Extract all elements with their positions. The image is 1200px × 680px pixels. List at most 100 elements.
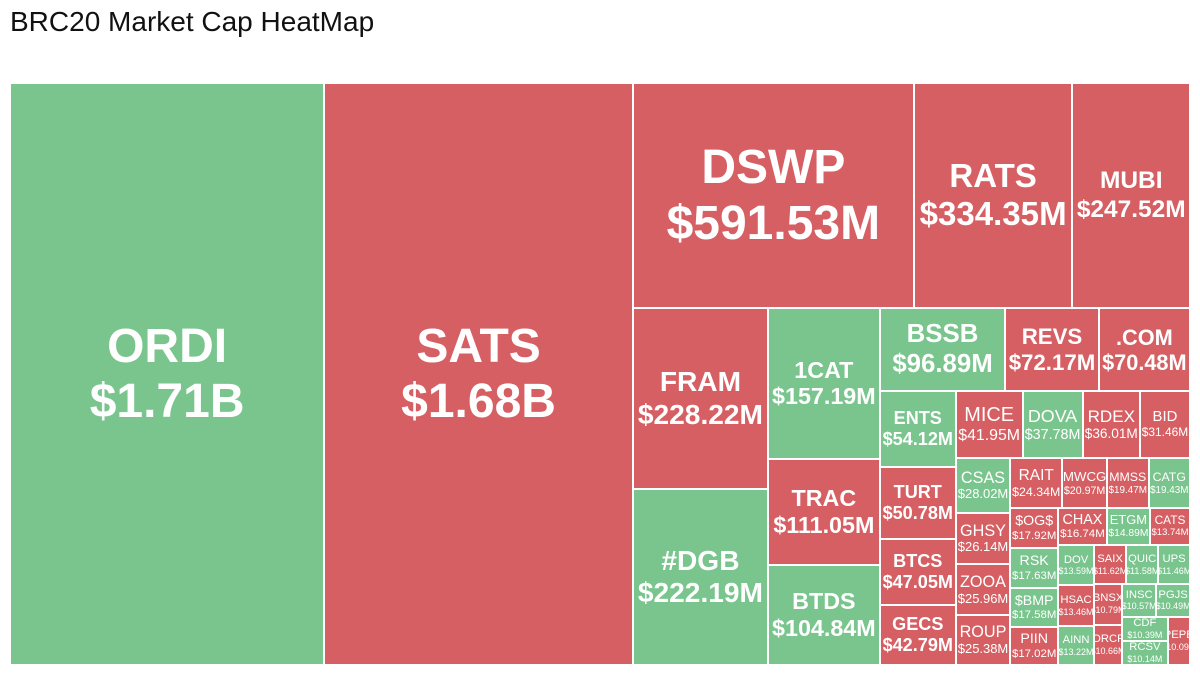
tile-value: $54.12M xyxy=(882,428,953,449)
tile-value: $14.89M xyxy=(1108,528,1149,540)
tile-name: RSK xyxy=(1019,553,1049,570)
tile-name: ENTS xyxy=(893,408,942,429)
tile-name: CDF xyxy=(1133,617,1157,630)
tile: BTCS $47.05M xyxy=(879,538,956,605)
tile: ORDI $1.71B xyxy=(10,83,325,665)
tile: PEPE$10.09M xyxy=(1167,616,1190,665)
tile-value: $157.19M xyxy=(772,383,876,410)
tile-value: $13.59M xyxy=(1058,566,1094,577)
tile-value: $17.58M xyxy=(1012,608,1057,621)
tile: FRAM $228.22M xyxy=(632,308,768,489)
tile: CHAX $16.74M xyxy=(1058,508,1107,545)
tile-name: PEPE xyxy=(1169,629,1189,642)
tile-name: SAIX xyxy=(1097,552,1123,565)
tile-name: BID xyxy=(1152,409,1178,426)
tile-value: $11.58M xyxy=(1126,565,1159,576)
tile: BTDS $104.84M xyxy=(767,564,880,665)
tile-name: UPS xyxy=(1162,552,1186,565)
tile: RDEX $36.01M xyxy=(1082,390,1140,459)
tile: 1CAT $157.19M xyxy=(767,308,880,459)
tile: PIIN $17.02M xyxy=(1010,626,1059,665)
tile: SATS $1.68B xyxy=(324,83,633,665)
tile-value: $10.09M xyxy=(1169,642,1189,653)
tile-value: $31.46M xyxy=(1141,425,1189,440)
tile: MUBI $247.52M xyxy=(1072,83,1190,309)
tile-name: GHSY xyxy=(960,521,1006,540)
tile-name: MMSS xyxy=(1109,470,1147,485)
tile-value: $334.35M xyxy=(919,195,1067,233)
tile-name: ORCF xyxy=(1095,633,1121,646)
tile-name: RDEX xyxy=(1087,406,1135,426)
tile-value: $13.74M xyxy=(1151,526,1189,538)
tile-name: PGJS xyxy=(1158,588,1188,601)
tile-value: $24.34M xyxy=(1012,484,1061,499)
tile-value: $13.22M xyxy=(1058,646,1094,657)
tile: ORCF$10.66M xyxy=(1093,624,1123,665)
tile: RCSV $10.14M xyxy=(1122,641,1168,665)
tile-name: GECS xyxy=(892,614,944,635)
tile-value: $591.53M xyxy=(666,196,881,250)
tile-value: $11.46M xyxy=(1158,565,1190,576)
tile: RSK $17.63M xyxy=(1010,548,1059,588)
tile: TRAC $111.05M xyxy=(767,458,880,565)
tile-name: BTDS xyxy=(792,588,856,615)
tile-value: $47.05M xyxy=(882,571,953,592)
tile: DOVA $37.78M xyxy=(1022,390,1083,459)
tile: $OG$ $17.92M xyxy=(1010,508,1059,549)
tile: #DGB $222.19M xyxy=(632,489,768,665)
tile-name: DOV xyxy=(1063,553,1089,566)
tile: CATS $13.74M xyxy=(1150,508,1190,545)
tile: ENTS $54.12M xyxy=(879,390,956,468)
tile-value: $96.89M xyxy=(892,349,993,378)
tile-name: ZOOA xyxy=(960,572,1006,591)
tile: CATG $19.43M xyxy=(1148,458,1190,509)
tile: PGJS $10.49M xyxy=(1156,583,1190,617)
tile-value: $1.71B xyxy=(89,375,245,428)
tile-name: BNSX xyxy=(1093,592,1123,605)
tile: BID $31.46M xyxy=(1139,390,1190,459)
tile: MICE $41.95M xyxy=(955,390,1023,459)
tile-name: MWCG xyxy=(1062,469,1107,485)
tile-name: HSAC xyxy=(1060,593,1092,606)
tile-value: $37.78M xyxy=(1024,426,1081,443)
tile-value: $111.05M xyxy=(773,511,875,538)
tile-value: $41.95M xyxy=(958,426,1021,444)
tile-value: $10.49M xyxy=(1156,601,1190,612)
tile-name: #DGB xyxy=(661,544,740,576)
tile-name: 1CAT xyxy=(794,356,854,383)
tile-value: $13.46M xyxy=(1058,606,1094,617)
tile: HSAC $13.46M xyxy=(1058,585,1094,626)
tile: GHSY $26.14M xyxy=(955,513,1011,565)
tile-name: RCSV xyxy=(1129,641,1161,654)
tile-name: $BMP xyxy=(1014,592,1054,609)
tile: REVS $72.17M xyxy=(1005,308,1099,391)
chart-title: BRC20 Market Cap HeatMap xyxy=(10,6,375,37)
treemap: ORDI $1.71B SATS $1.68B DSWP $591.53M RATS $334… xyxy=(10,83,1190,665)
tile-value: $10.79M xyxy=(1095,605,1121,616)
tile-name: TURT xyxy=(893,481,942,502)
tile: TURT $50.78M xyxy=(879,467,956,539)
tile-value: $19.43M xyxy=(1150,484,1189,496)
tile: MWCG $20.97M xyxy=(1062,458,1107,509)
tile: RAIT $24.34M xyxy=(1010,458,1063,509)
tile-value: $70.48M xyxy=(1102,349,1187,375)
tile-value: $17.92M xyxy=(1012,529,1057,542)
tile-name: ETGM xyxy=(1109,512,1147,528)
tile-name: QUIC xyxy=(1128,552,1157,565)
tile-name: $OG$ xyxy=(1015,513,1054,530)
tile: BSSB $96.89M xyxy=(879,308,1006,391)
tile-name: FRAM xyxy=(659,366,742,398)
tile-name: CHAX xyxy=(1062,511,1103,528)
tile-value: $19.47M xyxy=(1108,484,1147,496)
tile-name: CATG xyxy=(1152,470,1186,485)
tile: BNSX$10.79M xyxy=(1093,583,1123,625)
tile: DOV $13.59M xyxy=(1058,544,1094,586)
tile: CDF $10.39M xyxy=(1122,616,1168,642)
tile-name: DSWP xyxy=(701,141,846,195)
tile-value: $1.68B xyxy=(401,375,556,428)
tile: GECS $42.79M xyxy=(879,604,956,665)
tile: $BMP $17.58M xyxy=(1010,587,1059,627)
tile-name: MUBI xyxy=(1099,167,1163,195)
tile-name: ORDI xyxy=(107,319,228,373)
tile-value: $26.14M xyxy=(957,539,1009,555)
